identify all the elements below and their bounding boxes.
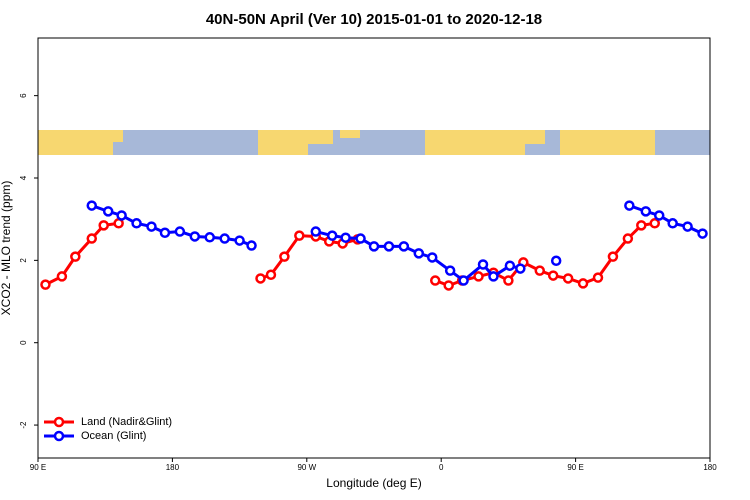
data-point [503,275,514,286]
data-point [279,251,290,262]
data-point [246,240,257,251]
data-point [310,226,322,237]
data-point [592,272,604,283]
y-tick-label: 2 [19,258,28,263]
map-strip [38,130,710,155]
data-point [653,210,665,221]
data-point [340,232,351,243]
data-point [234,235,245,246]
data-point [326,230,338,241]
x-tick-label: 180 [166,463,180,472]
data-point [649,218,660,229]
data-point [444,265,456,276]
data-point [255,273,266,284]
x-tick-label: 0 [439,463,444,472]
data-point [429,275,441,286]
y-tick-label: -2 [19,421,28,429]
x-tick-label: 90 W [297,463,316,472]
series-line [44,221,119,286]
data-point [562,273,574,284]
data-point [398,241,410,252]
data-point [426,252,438,263]
data-point [488,271,499,282]
data-point [70,251,81,262]
legend-marker [53,430,65,442]
legend-label: Ocean (Glint) [81,430,146,442]
data-point [547,270,559,281]
data-point [40,279,51,290]
data-point [443,280,454,291]
data-point [355,233,366,244]
data-point [102,206,114,217]
data-point [458,275,469,286]
y-tick-label: 4 [19,175,28,180]
data-point [697,228,708,239]
data-point [86,233,98,244]
data-point [86,200,98,211]
x-tick-label: 90 E [30,463,46,472]
data-point [159,227,171,239]
data-point [116,210,127,221]
legend-marker [53,416,65,428]
data-point [413,248,425,259]
data-point [622,233,634,244]
x-tick-label: 180 [703,463,717,472]
data-point [624,200,635,211]
series-line [434,221,655,288]
data-point [667,218,678,229]
data-point [504,260,516,271]
data-point [294,230,305,241]
data-point [368,241,380,252]
data-point [265,269,277,281]
data-point [477,259,489,270]
data-point [607,251,619,262]
plot-frame [37,37,711,459]
data-point [146,221,157,232]
y-tick-label: 0 [19,340,28,345]
y-tick-label: 6 [19,93,28,98]
chart-title: 40N-50N April (Ver 10) 2015-01-01 to 202… [206,11,542,28]
x-tick-label: 90 E [567,463,583,472]
data-point [204,232,215,243]
data-point [515,263,526,274]
data-point [550,255,562,267]
y-axis-label: XCO2 - MLO trend (ppm) [0,181,13,316]
data-point [640,206,652,217]
data-point [174,226,186,237]
data-point [131,218,142,229]
legend-label: Land (Nadir&Glint) [81,416,172,428]
data-point [98,220,109,231]
data-point [534,265,546,276]
x-axis-label: Longitude (deg E) [326,476,421,490]
data-point [577,278,589,289]
data-point [189,231,201,242]
data-point [383,241,395,252]
data-point [56,271,68,282]
data-point [682,221,693,232]
data-point [636,220,647,231]
data-point [219,233,230,244]
data-point [473,271,484,282]
